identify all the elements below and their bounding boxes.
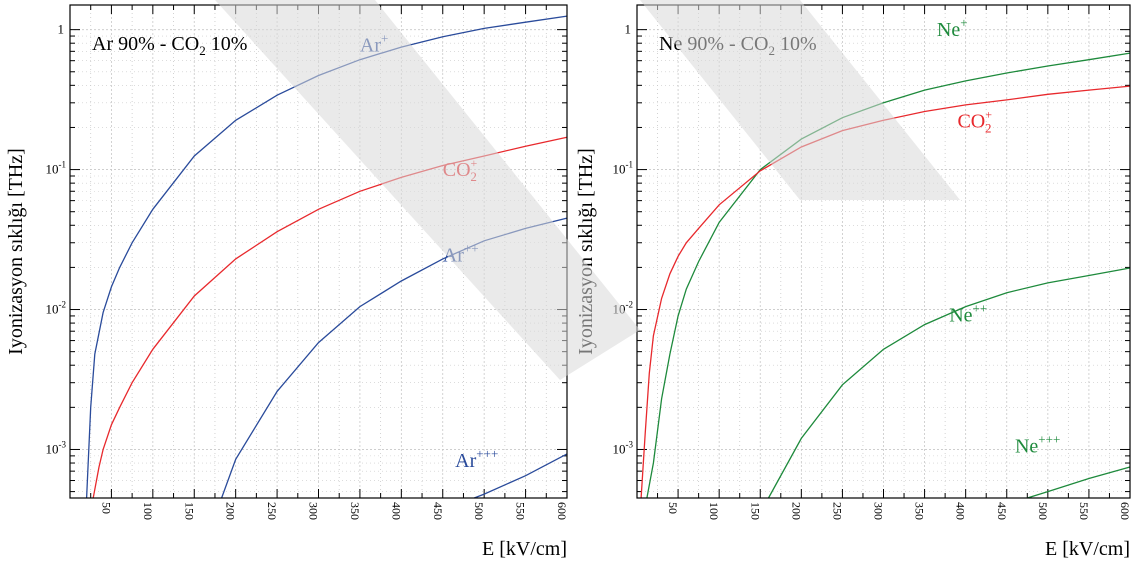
x-tick-label: 50: [99, 502, 113, 514]
x-axis-label: E [kV/cm]: [482, 538, 567, 560]
series-label: Ar+++: [455, 446, 498, 472]
series-label: Ne+: [937, 15, 968, 41]
x-tick-label: 250: [830, 502, 844, 520]
x-tick-label: 600: [555, 502, 569, 520]
x-tick-label: 350: [913, 502, 927, 520]
y-axis-label: Iyonizasyon sıklığı [THz]: [575, 148, 597, 355]
x-tick-label: 550: [1077, 502, 1091, 520]
y-tick-label: 10-3: [613, 439, 634, 456]
y-tick-label: 1: [58, 22, 65, 37]
y-axis-label: Iyonizasyon sıklığı [THz]: [5, 148, 27, 355]
x-tick-label: 300: [307, 502, 321, 520]
x-tick-label: 300: [872, 502, 886, 520]
chart-title: Ne 90% - CO2 10%: [659, 33, 817, 58]
chart-panel-2: 50 100 150 200 250 300 350 400 450 500 550 600 1 10-1…: [575, 4, 1132, 560]
chart-title: Ar 90% - CO2 10%: [92, 33, 247, 58]
y-tick-label: 10-1: [613, 160, 634, 177]
y-tick-label: 10-2: [613, 300, 634, 317]
series-line-2-4: [1027, 466, 1131, 499]
x-tick-label: 550: [514, 502, 528, 520]
series-label: Ar++: [443, 241, 479, 267]
y-tick-label: 10-1: [46, 160, 67, 177]
x-tick-label: 150: [748, 502, 762, 520]
x-tick-label: 500: [1036, 502, 1050, 520]
x-tick-label: 250: [265, 502, 279, 520]
x-tick-label: 450: [431, 502, 445, 520]
x-tick-label: 500: [472, 502, 486, 520]
series-line-1-4: [473, 453, 568, 499]
series-line-1-1: [85, 15, 568, 499]
x-tick-label: 100: [707, 502, 721, 520]
y-tick-label: 10-2: [46, 300, 67, 317]
x-tick-label: 350: [348, 502, 362, 520]
series-label: Ne+++: [1015, 432, 1060, 458]
x-tick-label: 100: [141, 502, 155, 520]
y-tick-label: 1: [625, 22, 632, 37]
series-line-2-3: [767, 267, 1131, 499]
series-label: CO+ 2: [957, 107, 992, 135]
x-tick-label: 50: [666, 502, 680, 514]
x-tick-label: 450: [995, 502, 1009, 520]
chart-panel-1: 50 100 150 200 250 300 350 400 450 500 550 600 1 10-1…: [5, 4, 569, 560]
series-label: CO+ 2: [443, 156, 478, 184]
x-tick-label: 200: [789, 502, 803, 520]
x-axis-label: E [kV/cm]: [1045, 538, 1130, 560]
y-tick-label: 10-3: [46, 439, 67, 456]
x-tick-label: 600: [1118, 502, 1132, 520]
series-label: Ne++: [949, 301, 987, 327]
x-tick-label: 150: [182, 502, 196, 520]
x-tick-label: 400: [389, 502, 403, 520]
x-tick-label: 400: [954, 502, 968, 520]
x-tick-label: 200: [224, 502, 238, 520]
